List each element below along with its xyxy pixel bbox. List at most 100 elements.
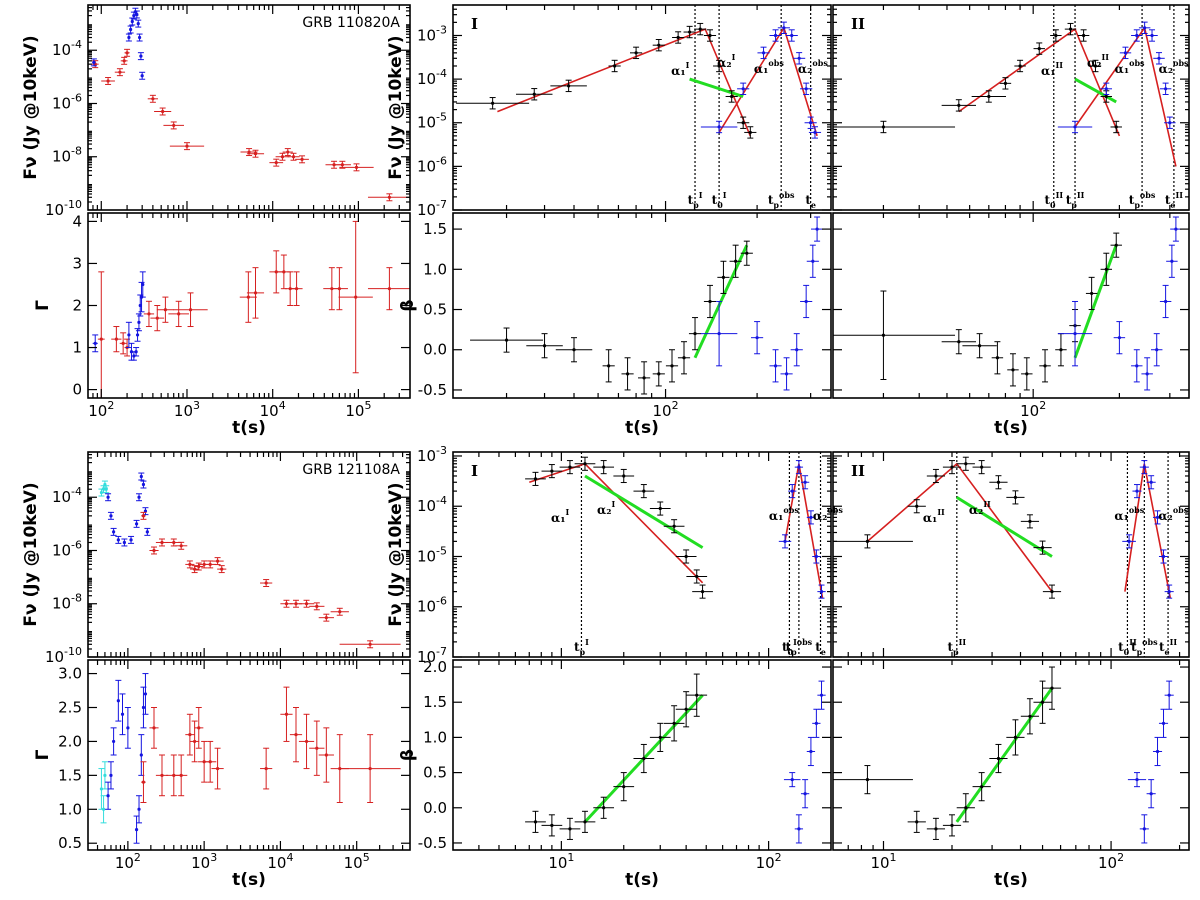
data-point-red-12 xyxy=(280,686,293,742)
data-point-red-6 xyxy=(156,296,174,323)
data-point-red-3 xyxy=(120,56,128,65)
data-point-blue-0 xyxy=(105,493,112,502)
panel-label: I xyxy=(471,15,478,33)
data-point-black-1 xyxy=(907,810,926,833)
data-marker xyxy=(1050,590,1054,594)
data-point-black-3 xyxy=(991,341,1004,375)
vline-label: t0I xyxy=(782,637,797,657)
data-point-blue-2 xyxy=(794,460,804,475)
data-marker xyxy=(137,807,141,811)
data-marker xyxy=(813,130,817,135)
data-point-black-1 xyxy=(541,464,563,479)
data-marker xyxy=(264,581,268,585)
data-point-red-15 xyxy=(295,155,309,164)
data-point-red-10 xyxy=(211,747,224,790)
x-axis-label: t(s) xyxy=(232,418,266,438)
axis-frame xyxy=(832,659,1190,851)
x-axis: 102 103 104 105 xyxy=(96,660,404,872)
fit-line-green-0 xyxy=(955,687,1054,823)
data-point-black-4 xyxy=(593,796,615,819)
data-point-black-7 xyxy=(1006,719,1025,756)
data-marker xyxy=(140,74,144,78)
data-marker xyxy=(179,544,183,548)
x-tick-label: 104 xyxy=(260,399,286,420)
x-axis xyxy=(505,5,812,210)
data-point-black-3 xyxy=(574,810,596,833)
data-point-black-11 xyxy=(725,90,738,103)
data-point-black-13 xyxy=(744,126,757,139)
data-point-cyan-2 xyxy=(101,761,108,790)
data-marker xyxy=(1167,590,1171,594)
data-point-red-15 xyxy=(298,599,315,608)
y-tick-label: 10-8 xyxy=(52,145,82,166)
data-marker xyxy=(700,590,705,594)
data-point-black-4 xyxy=(1014,59,1026,73)
data-marker xyxy=(141,514,146,518)
data-marker xyxy=(790,489,794,493)
data-marker xyxy=(602,806,606,810)
data-point-red-7 xyxy=(163,121,184,130)
data-marker xyxy=(145,530,149,534)
data-point-blue-0 xyxy=(92,334,99,353)
data-marker xyxy=(1082,33,1086,38)
alpha-annotation: α₁I xyxy=(671,60,690,78)
data-point-blue-1 xyxy=(107,761,114,790)
y-tick-label: 10-6 xyxy=(417,595,447,616)
data-marker xyxy=(136,22,140,26)
data-marker xyxy=(155,316,159,320)
data-marker xyxy=(1013,495,1018,499)
data-point-red-9 xyxy=(204,740,217,783)
data-point-black-9 xyxy=(1089,59,1102,73)
vline-label: t0II xyxy=(1044,190,1063,210)
data-marker xyxy=(1149,792,1153,796)
data-marker xyxy=(122,540,126,545)
data-point-black-10 xyxy=(1042,584,1062,599)
data-point-red-18 xyxy=(339,734,401,803)
data-point-red-10 xyxy=(246,267,265,319)
data-point-black-5 xyxy=(652,38,665,52)
data-point-blue-1 xyxy=(1132,484,1142,499)
plot-area xyxy=(833,666,1174,844)
data-marker xyxy=(188,733,192,737)
data-marker xyxy=(717,64,721,68)
data-point-red-7 xyxy=(194,707,204,749)
data-marker xyxy=(1135,364,1139,368)
data-marker xyxy=(197,726,201,730)
x-axis: 102 xyxy=(505,213,812,420)
data-marker xyxy=(161,109,165,114)
data-marker xyxy=(533,477,538,481)
data-marker xyxy=(284,712,289,716)
data-point-blue-5 xyxy=(817,680,826,710)
data-point-red-11 xyxy=(269,158,284,167)
data-point-cyan-1 xyxy=(100,795,107,824)
data-marker xyxy=(995,356,999,360)
y-axis-label: Fν (Jy @10keV) xyxy=(386,35,406,179)
data-marker xyxy=(122,59,126,63)
axis-frame xyxy=(832,212,1190,399)
data-point-blue-8 xyxy=(138,472,145,481)
vline-label: tpobs xyxy=(1129,190,1156,210)
data-point-blue-1 xyxy=(794,814,804,844)
data-point-blue-0 xyxy=(90,58,97,67)
data-point-blue-3 xyxy=(800,475,810,490)
data-marker xyxy=(950,465,954,469)
data-marker xyxy=(163,308,168,312)
data-marker xyxy=(657,372,661,376)
data-marker xyxy=(172,540,176,545)
data-marker xyxy=(1167,693,1171,697)
data-marker xyxy=(682,356,686,360)
data-point-red-18 xyxy=(330,607,349,616)
data-marker xyxy=(141,482,146,487)
data-marker xyxy=(274,161,278,165)
data-marker xyxy=(1142,465,1146,469)
x-tick-label: 101 xyxy=(548,851,574,872)
x-tick-label: 105 xyxy=(344,851,370,872)
data-point-red-8 xyxy=(173,292,208,328)
data-point-blue-1 xyxy=(788,484,797,499)
data-marker xyxy=(109,773,113,777)
x-tick-label: 102 xyxy=(653,399,679,420)
alpha-annotation: α₂I xyxy=(597,499,616,517)
data-point-black-2 xyxy=(926,817,946,840)
data-marker xyxy=(152,548,156,553)
data-marker xyxy=(112,530,116,534)
